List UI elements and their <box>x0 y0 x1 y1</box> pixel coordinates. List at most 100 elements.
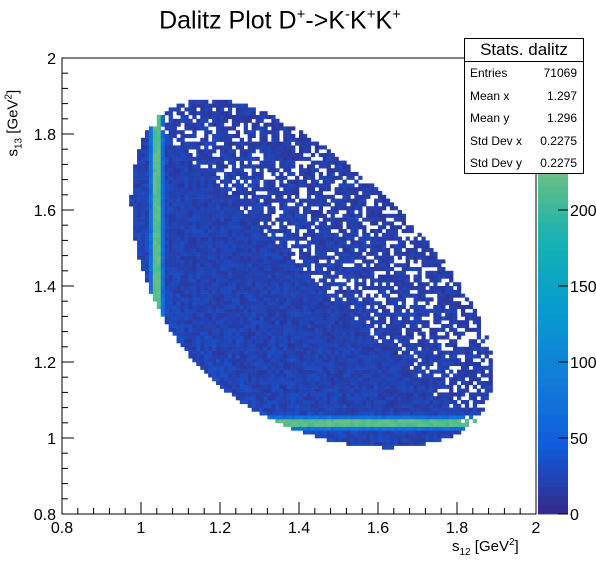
heatmap-cell <box>216 270 221 275</box>
heatmap-cell <box>433 434 438 439</box>
heatmap-cell <box>235 202 241 207</box>
heatmap-cell <box>235 225 241 230</box>
heatmap-cell <box>227 388 233 393</box>
heatmap-cell <box>295 373 300 378</box>
heatmap-cell <box>275 411 280 416</box>
heatmap-cell <box>180 312 185 317</box>
heatmap-cell <box>216 160 221 165</box>
heatmap-cell <box>306 377 312 382</box>
heatmap-cell <box>314 282 320 287</box>
heatmap-cell <box>223 153 229 158</box>
heatmap-cell <box>263 369 268 374</box>
heatmap-cell <box>405 396 410 401</box>
heatmap-cell <box>437 422 442 427</box>
heatmap-cell <box>251 122 256 127</box>
heatmap-cell <box>334 343 339 348</box>
heatmap-cell <box>144 263 150 268</box>
heatmap-cell <box>223 118 229 123</box>
heatmap-cell <box>275 293 280 298</box>
heatmap-cell <box>291 312 296 317</box>
heatmap-cell <box>220 255 225 260</box>
heatmap-cell <box>306 232 312 237</box>
heatmap-cell <box>389 407 395 412</box>
heatmap-cell <box>200 263 205 268</box>
heatmap-cell <box>374 267 379 272</box>
heatmap-cell <box>326 244 331 249</box>
heatmap-cell <box>279 221 284 226</box>
heatmap-cell <box>176 107 181 112</box>
heatmap-cell <box>425 377 430 382</box>
heatmap-cell <box>378 316 383 321</box>
heatmap-cell <box>374 415 379 420</box>
heatmap-cell <box>421 248 426 253</box>
heatmap-cell <box>259 289 264 294</box>
heatmap-cell <box>172 267 177 272</box>
heatmap-cell <box>200 191 205 196</box>
heatmap-cell <box>259 229 264 234</box>
heatmap-cell <box>271 229 276 234</box>
heatmap-cell <box>287 213 292 218</box>
heatmap-cell <box>192 115 197 120</box>
heatmap-cell <box>212 115 217 120</box>
heatmap-cell <box>208 183 213 188</box>
heatmap-cell <box>275 236 280 241</box>
heatmap-cell <box>299 377 304 382</box>
heatmap-cell <box>235 335 241 340</box>
heatmap-cell <box>318 297 323 302</box>
heatmap-cell <box>188 289 193 294</box>
heatmap-cell <box>449 430 454 435</box>
heatmap-cell <box>180 153 185 158</box>
heatmap-cell <box>405 384 410 389</box>
heatmap-cell <box>247 137 252 142</box>
heatmap-cell <box>330 419 335 424</box>
heatmap-cell <box>271 160 276 165</box>
heatmap-cell <box>413 240 418 245</box>
heatmap-cell <box>231 225 237 230</box>
heatmap-cell <box>220 149 225 154</box>
heatmap-cell <box>334 191 339 196</box>
heatmap-cell <box>137 191 142 196</box>
heatmap-cell <box>306 156 312 161</box>
heatmap-cell <box>354 187 359 192</box>
heatmap-cell <box>318 278 323 283</box>
heatmap-cell <box>421 381 426 386</box>
heatmap-cell <box>243 263 248 268</box>
heatmap-cell <box>196 194 201 199</box>
heatmap-cell <box>350 373 355 378</box>
heatmap-cell <box>192 99 197 104</box>
heatmap-cell <box>299 411 304 416</box>
heatmap-cell <box>180 278 185 283</box>
heatmap-cell <box>271 346 276 351</box>
heatmap-cell <box>338 354 343 359</box>
heatmap-cell <box>417 403 422 408</box>
heatmap-cell <box>188 286 193 291</box>
heatmap-cell <box>148 191 154 196</box>
heatmap-cell <box>425 400 430 405</box>
heatmap-cell <box>223 289 229 294</box>
heatmap-cell <box>354 282 359 287</box>
heatmap-cell <box>338 308 343 313</box>
heatmap-cell <box>220 365 225 370</box>
heatmap-cell <box>306 137 312 142</box>
heatmap-cell <box>310 164 316 169</box>
heatmap-cell <box>342 229 347 234</box>
heatmap-cell <box>326 232 331 237</box>
heatmap-cell <box>216 251 221 256</box>
heatmap-cell <box>231 293 237 298</box>
heatmap-cell <box>220 381 225 386</box>
heatmap-cell <box>204 141 209 146</box>
heatmap-cell <box>168 255 173 260</box>
heatmap-cell <box>192 111 197 116</box>
heatmap-cell <box>291 396 296 401</box>
heatmap-cell <box>164 225 169 230</box>
heatmap-cell <box>342 358 347 363</box>
heatmap-cell <box>156 191 162 196</box>
heatmap-cell <box>334 324 339 329</box>
heatmap-cell <box>354 346 359 351</box>
heatmap-cell <box>318 316 323 321</box>
heatmap-cell <box>212 305 217 310</box>
heatmap-cell <box>227 160 233 165</box>
heatmap-cell <box>263 115 268 120</box>
heatmap-cell <box>381 255 387 260</box>
heatmap-cell <box>314 145 320 150</box>
